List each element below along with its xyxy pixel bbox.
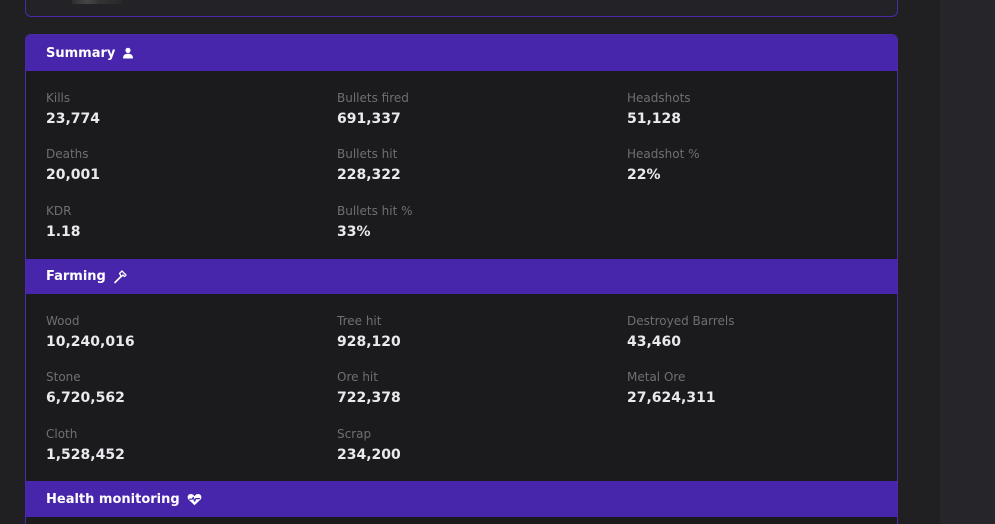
stat-bullets-hit: Bullets hit 228,322 [337, 147, 401, 184]
stat-label: Stone [46, 370, 81, 384]
stat-label: Cloth [46, 427, 78, 441]
stat-label: Kills [46, 91, 71, 105]
stats-panel: Summary Kills 23,774 Bullets fired 691,3… [25, 34, 898, 524]
stat-kills: Kills 23,774 [46, 91, 100, 128]
stat-label: Tree hit [337, 314, 382, 328]
stat-bullets-fired: Bullets fired 691,337 [337, 91, 409, 128]
stat-value: 928,120 [337, 334, 401, 350]
heart-pulse-icon [187, 493, 202, 506]
stat-value: 33% [337, 224, 371, 240]
stat-label: Ore hit [337, 370, 378, 384]
right-gutter [940, 0, 995, 524]
stat-value: 1,528,452 [46, 447, 125, 463]
stat-label: Bullets fired [337, 91, 409, 105]
stat-stone: Stone 6,720,562 [46, 370, 125, 407]
stat-value: 27,624,311 [627, 390, 716, 406]
stat-label: Wood [46, 314, 80, 328]
stat-value: 6,720,562 [46, 390, 125, 406]
stat-value: 51,128 [627, 111, 682, 127]
stat-value: 22% [627, 167, 661, 183]
stat-value: 722,378 [337, 390, 401, 406]
stat-value: 234,200 [337, 447, 401, 463]
farming-body: Wood 10,240,016 Tree hit 928,120 Destroy… [26, 294, 897, 481]
stat-headshot-percent: Headshot % 22% [627, 147, 700, 184]
user-icon [122, 47, 134, 59]
stat-wood: Wood 10,240,016 [46, 314, 135, 351]
stat-cloth: Cloth 1,528,452 [46, 427, 125, 464]
stat-bullets-hit-percent: Bullets hit % 33% [337, 204, 413, 241]
stat-label: Headshot % [627, 147, 700, 161]
stat-headshots: Headshots 51,128 [627, 91, 691, 128]
stat-label: Headshots [627, 91, 691, 105]
stat-value: 20,001 [46, 167, 101, 183]
stat-label: KDR [46, 204, 72, 218]
stat-scrap: Scrap 234,200 [337, 427, 401, 464]
avatar [72, 0, 122, 4]
stat-destroyed-barrels: Destroyed Barrels 43,460 [627, 314, 734, 351]
profile-card [25, 0, 898, 17]
stat-label: Metal Ore [627, 370, 686, 384]
health-monitoring-header: Health monitoring [26, 481, 897, 517]
stat-metal-ore: Metal Ore 27,624,311 [627, 370, 716, 407]
hammer-icon [113, 269, 127, 284]
stat-value: 228,322 [337, 167, 401, 183]
stat-value: 43,460 [627, 334, 682, 350]
stat-label: Deaths [46, 147, 89, 161]
stat-label: Destroyed Barrels [627, 314, 735, 328]
stat-value: 1.18 [46, 224, 81, 240]
farming-title: Farming [46, 269, 106, 284]
stat-label: Scrap [337, 427, 372, 441]
health-monitoring-title: Health monitoring [46, 491, 180, 507]
farming-header: Farming [26, 259, 897, 294]
stat-label: Bullets hit [337, 147, 398, 161]
summary-header: Summary [26, 35, 897, 71]
stat-tree-hit: Tree hit 928,120 [337, 314, 401, 351]
stat-ore-hit: Ore hit 722,378 [337, 370, 401, 407]
stat-kdr: KDR 1.18 [46, 204, 81, 241]
summary-title: Summary [46, 45, 116, 61]
stat-value: 691,337 [337, 111, 401, 127]
stat-deaths: Deaths 20,001 [46, 147, 100, 184]
stat-label: Bullets hit % [337, 204, 413, 218]
stat-value: 23,774 [46, 111, 101, 127]
stat-value: 10,240,016 [46, 334, 135, 350]
summary-body: Kills 23,774 Bullets fired 691,337 Heads… [26, 71, 897, 259]
